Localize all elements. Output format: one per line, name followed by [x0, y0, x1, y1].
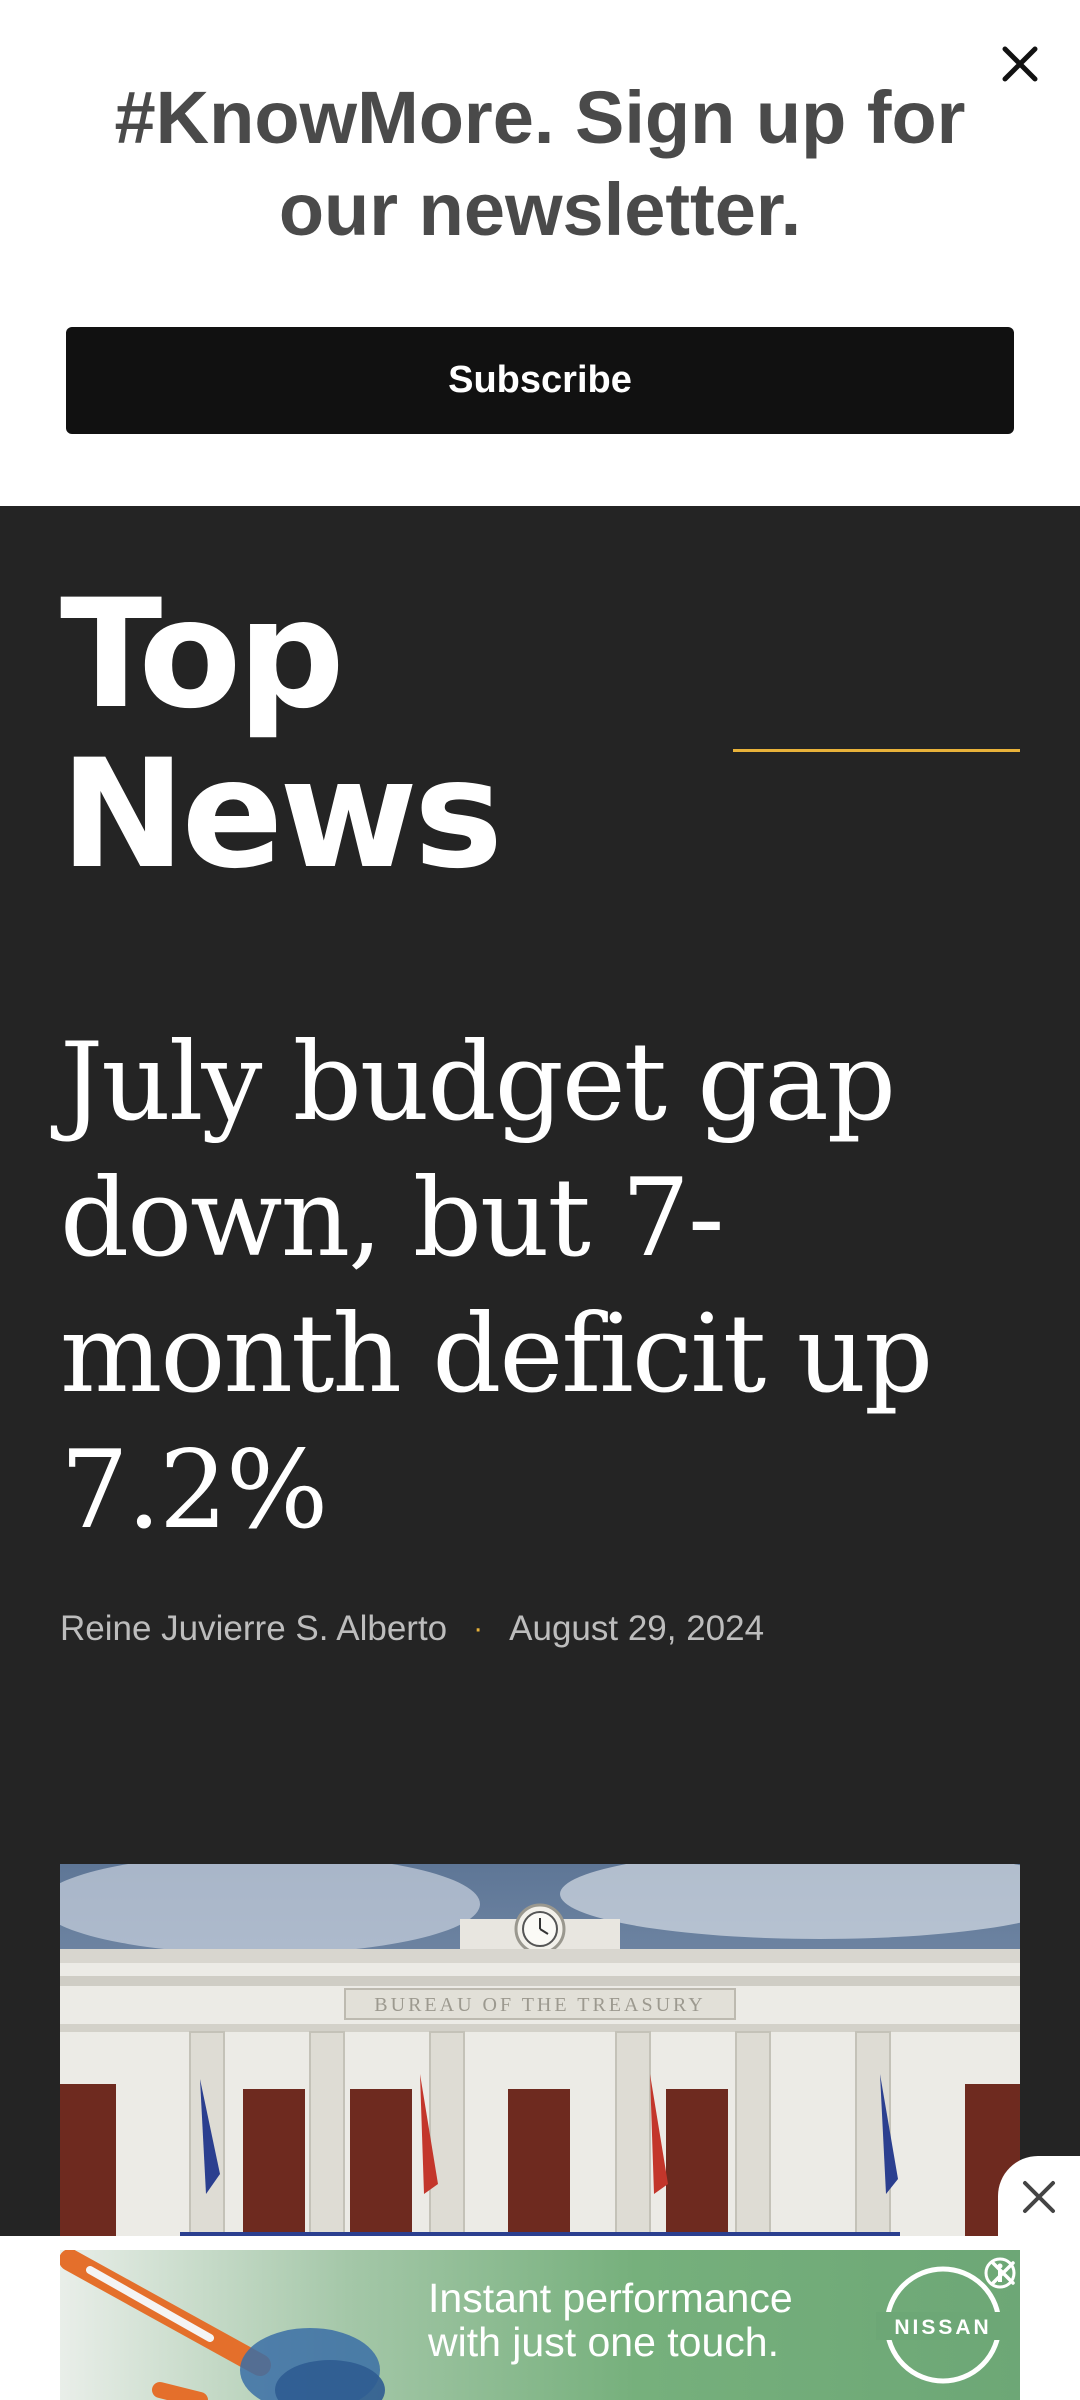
section-title: Top News	[60, 575, 660, 895]
ad-text-line2: with just one touch.	[428, 2319, 779, 2365]
ad-product-image	[60, 2250, 385, 2400]
section-title-line2: News	[60, 728, 503, 902]
close-icon	[1002, 46, 1038, 82]
section-title-line1: Top	[60, 568, 345, 742]
treasury-building-illustration: BUREAU OF THE TREASURY	[60, 1864, 1020, 2254]
ad-banner-container: Instant performance with just one touch.…	[0, 2236, 1080, 2400]
close-icon	[1023, 2181, 1055, 2213]
nissan-logo: NISSAN	[876, 2266, 1010, 2384]
building-sign: BUREAU OF THE TREASURY	[374, 1994, 705, 2016]
newsletter-close-button[interactable]	[990, 34, 1050, 94]
accent-divider	[733, 749, 1020, 752]
ad-close-button[interactable]	[998, 2156, 1080, 2238]
article-byline: Reine Juvierre S. Alberto · August 29, 2…	[60, 1607, 764, 1651]
ad-text-line1: Instant performance	[428, 2275, 793, 2321]
newsletter-banner: #KnowMore. Sign up for our newsletter. S…	[0, 0, 1080, 506]
ad-dismiss-icon[interactable]	[988, 2258, 1018, 2288]
ad-text: Instant performance with just one touch.	[428, 2276, 888, 2364]
byline-separator: ·	[473, 1612, 484, 1645]
article-hero-image[interactable]: BUREAU OF THE TREASURY	[60, 1864, 1020, 2254]
article-author[interactable]: Reine Juvierre S. Alberto	[60, 1609, 448, 1648]
ad-banner[interactable]: Instant performance with just one touch.…	[60, 2250, 1020, 2400]
article-date: August 29, 2024	[509, 1609, 765, 1648]
ad-brand: NISSAN	[894, 2316, 991, 2339]
article-headline[interactable]: July budget gap down, but 7-month defici…	[60, 1020, 933, 1553]
subscribe-button[interactable]: Subscribe	[66, 327, 1014, 434]
newsletter-title: #KnowMore. Sign up for our newsletter.	[114, 76, 966, 251]
